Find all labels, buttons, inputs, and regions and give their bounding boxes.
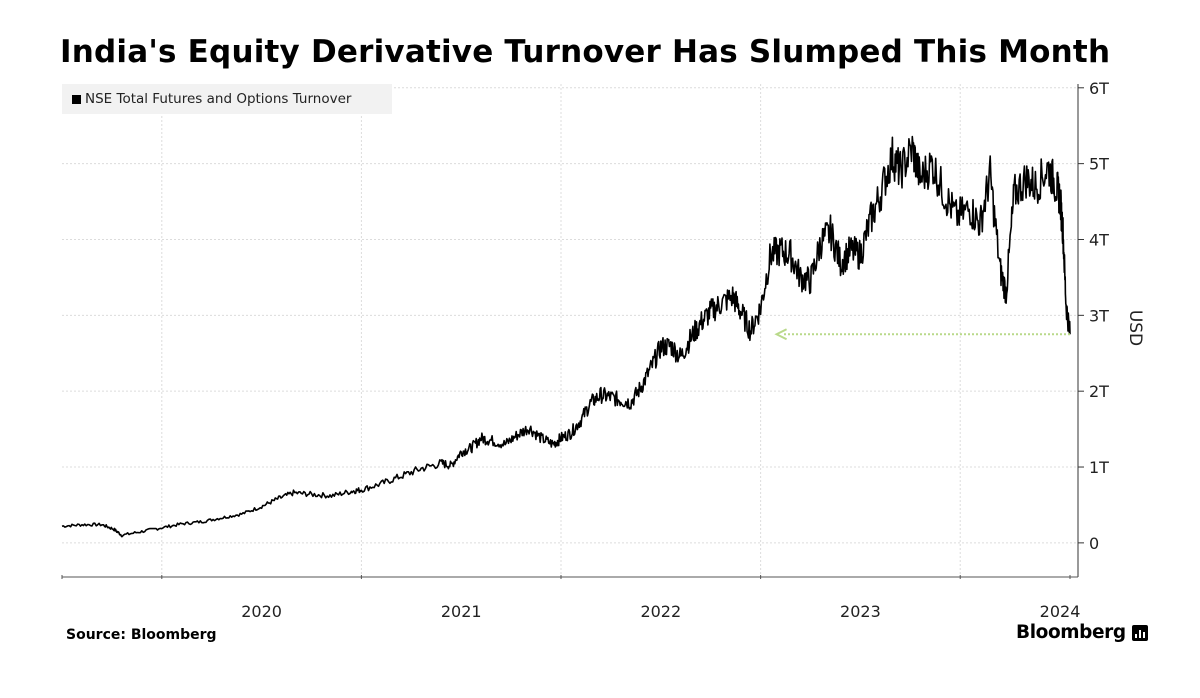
x-tick-label: 2020 — [241, 602, 282, 621]
y-tick-label: 0 — [1089, 534, 1099, 553]
brand-logo: Bloomberg — [1016, 622, 1148, 643]
y-tick-label: 3T — [1089, 306, 1109, 325]
legend: NSE Total Futures and Options Turnover — [62, 84, 392, 114]
series-line — [61, 135, 1071, 538]
x-tick-label: 2024 — [1040, 602, 1081, 621]
brand-wordmark: Bloomberg — [1016, 622, 1126, 643]
x-tick-label: 2023 — [840, 602, 881, 621]
annotations — [774, 328, 1070, 341]
x-tick-labels: 2020 2021 2022 2023 2024 — [241, 602, 1080, 621]
series-layer — [61, 135, 1071, 538]
y-tick-label: 2T — [1089, 382, 1109, 401]
source-note: Source: Bloomberg — [66, 627, 217, 643]
y-tick-label: 1T — [1089, 458, 1109, 477]
x-tick-label: 2022 — [640, 602, 681, 621]
axes — [61, 84, 1084, 579]
y-tick-labels: 0 1T 2T 3T 4T 5T 6T — [1089, 79, 1109, 553]
x-tick-label: 2021 — [441, 602, 482, 621]
gridlines — [62, 84, 1078, 577]
y-axis-label: USD — [1125, 310, 1145, 346]
arrow-head — [774, 328, 788, 341]
y-tick-label: 6T — [1089, 79, 1109, 98]
legend-swatch — [72, 94, 81, 104]
y-tick-label: 4T — [1089, 230, 1109, 249]
bar-chart-icon — [1131, 624, 1148, 641]
legend-label: NSE Total Futures and Options Turnover — [85, 91, 352, 107]
y-tick-label: 5T — [1089, 155, 1109, 174]
chart-title: India's Equity Derivative Turnover Has S… — [60, 34, 1111, 70]
